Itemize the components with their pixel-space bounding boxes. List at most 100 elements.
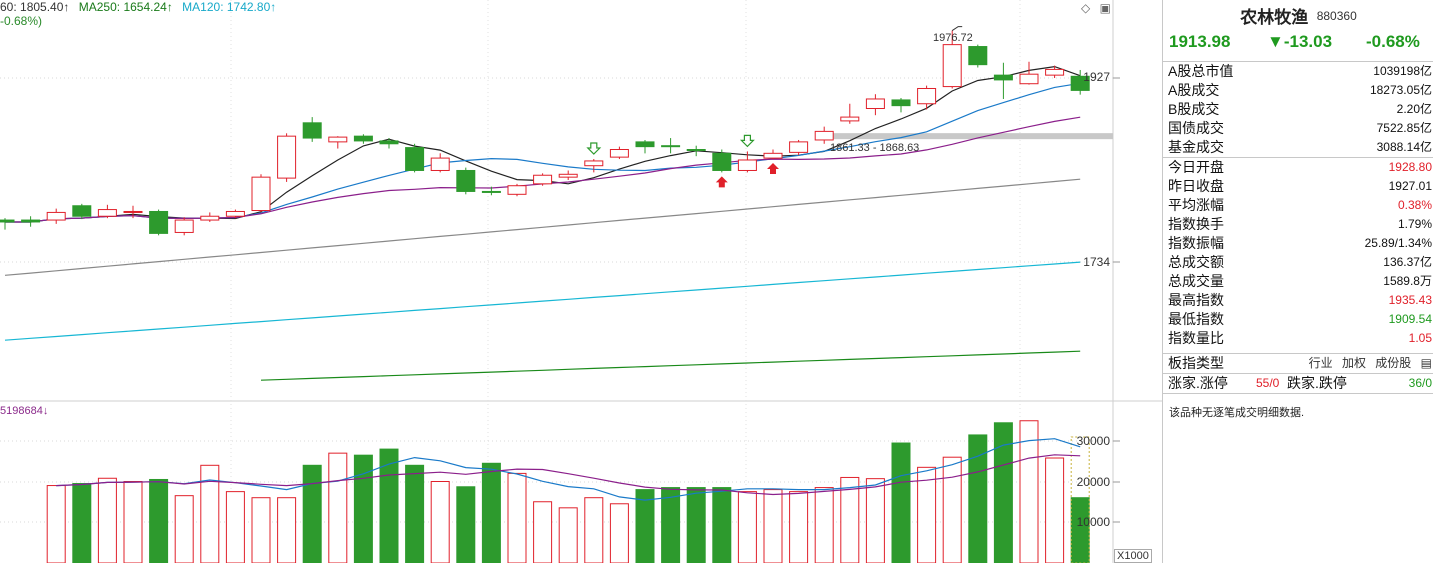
candle-body xyxy=(814,130,834,141)
candle-body xyxy=(225,210,245,217)
stat-row: 最低指数 1909.54 xyxy=(1163,310,1433,329)
stat-value: 1589.8万 xyxy=(1383,274,1432,288)
grid-lines xyxy=(0,0,1162,563)
volume-bar xyxy=(840,476,860,563)
window-icon[interactable]: ▣ xyxy=(1099,1,1111,15)
tick-data-note: 该品种无逐笔成交明细数据. xyxy=(1169,407,1305,419)
candle-body xyxy=(1019,73,1039,85)
high-annotation: 1976.72 xyxy=(933,32,973,44)
down-value: 36/0 xyxy=(1408,376,1432,390)
volume-bar xyxy=(430,481,450,563)
stat-label: 今日开盘 xyxy=(1168,159,1224,175)
candle-body xyxy=(635,141,655,148)
candle-body xyxy=(891,99,911,107)
candle-body xyxy=(712,152,732,171)
stat-value: 2.20亿 xyxy=(1396,102,1432,116)
volume-bar xyxy=(712,487,732,563)
volume-bar xyxy=(379,448,399,563)
index-code: 880360 xyxy=(1316,9,1357,23)
quote-line: 1913.98 ▼-13.03 -0.68% xyxy=(1163,32,1433,60)
vol-tick-30000: 30000 xyxy=(1076,434,1110,448)
volume-bar xyxy=(814,487,834,563)
kline-chart[interactable] xyxy=(0,0,1162,563)
stat-value: 1928.80 xyxy=(1388,160,1432,174)
volume-bar xyxy=(174,495,194,563)
signal-markers xyxy=(586,26,963,188)
stat-value: 3088.14亿 xyxy=(1376,140,1432,154)
stat-value: 7522.85亿 xyxy=(1376,121,1432,135)
volume-bar xyxy=(968,434,988,563)
volume-bar xyxy=(481,462,501,563)
stat-value: 1.05 xyxy=(1408,331,1432,345)
diamond-icon[interactable]: ◇ xyxy=(1081,1,1091,15)
board-type-row: 板指类型 行业 加权 成份股 ▤ xyxy=(1163,353,1433,373)
candle-body xyxy=(379,140,399,145)
candle-body xyxy=(149,210,169,234)
candle-body xyxy=(507,185,527,195)
stat-row: B股成交 2.20亿 xyxy=(1163,100,1433,119)
volume-bar xyxy=(149,478,169,563)
volume-bar xyxy=(533,501,553,563)
stat-value: 1.79% xyxy=(1397,217,1432,231)
down-label: 跌家.跌停 xyxy=(1287,375,1347,391)
tag-components[interactable]: 成份股 xyxy=(1375,356,1412,370)
candle-body xyxy=(251,176,271,212)
candle-body xyxy=(968,46,988,66)
high-leader xyxy=(951,26,963,32)
grid-icon[interactable]: ▤ xyxy=(1420,356,1432,370)
support-band xyxy=(826,133,1113,140)
stat-value: 1927.01 xyxy=(1388,179,1432,193)
ma250-label: MA250: 1654.24↑ xyxy=(78,0,173,14)
volume-bar xyxy=(302,464,322,563)
candle-body xyxy=(840,116,860,122)
stat-row: 指数量比 1.05 xyxy=(1163,329,1433,348)
ma60-label: 60: 1805.40↑ xyxy=(0,0,70,14)
candle-body xyxy=(917,87,937,105)
volume-bars xyxy=(46,420,1090,563)
volume-bar xyxy=(405,464,425,563)
stat-label: 指数换手 xyxy=(1168,216,1224,232)
volume-projection xyxy=(1070,436,1090,563)
volume-bar xyxy=(661,487,681,563)
volume-bar xyxy=(97,477,117,563)
tag-industry[interactable]: 行业 xyxy=(1308,356,1333,370)
ma20-line xyxy=(5,116,1081,223)
range-annotation: 1861.33 - 1868.63 xyxy=(830,142,920,154)
candle-body xyxy=(661,145,681,148)
volume-bar xyxy=(507,472,527,563)
volume-bar xyxy=(72,483,92,563)
volume-bar xyxy=(584,497,604,563)
stat-row: A股成交 18273.05亿 xyxy=(1163,81,1433,100)
up-value: 55/0 xyxy=(1256,376,1280,390)
volume-bar xyxy=(46,485,66,563)
candle-body xyxy=(97,209,117,217)
candle-body xyxy=(686,149,706,152)
volume-bar xyxy=(1019,420,1039,563)
stat-row: 平均涨幅 0.38% xyxy=(1163,196,1433,215)
updown-row: 涨家.涨停 55/0 跌家.跌停 36/0 xyxy=(1163,373,1433,394)
ma60-line xyxy=(4,178,1081,276)
volume-bar xyxy=(865,478,885,563)
candle-body xyxy=(405,147,425,171)
buy-signal-arrow-down xyxy=(739,134,755,148)
ma120-line xyxy=(4,261,1081,341)
price-tick-1927: 1927 xyxy=(1083,70,1110,84)
volume-bar xyxy=(942,456,962,563)
volume-bar xyxy=(251,497,271,563)
candle-body xyxy=(21,219,41,223)
candle-body xyxy=(0,219,15,223)
candle-body xyxy=(302,122,322,139)
stat-row: 基金成交 3088.14亿 xyxy=(1163,138,1433,157)
candlesticks xyxy=(0,30,1090,236)
stat-label: B股成交 xyxy=(1168,101,1220,117)
tag-weighted[interactable]: 加权 xyxy=(1341,356,1366,370)
candle-body xyxy=(123,210,143,213)
candle-body xyxy=(558,173,578,178)
candle-body xyxy=(609,149,629,158)
volume-bar xyxy=(1070,497,1090,563)
volume-bar xyxy=(891,442,911,563)
volume-bar xyxy=(558,507,578,563)
ma-legend: 60: 1805.40↑ MA250: 1654.24↑ MA120: 1742… xyxy=(0,0,282,14)
chart-controls: ◇ ▣ xyxy=(1081,1,1117,15)
stat-value: 1909.54 xyxy=(1388,312,1432,326)
